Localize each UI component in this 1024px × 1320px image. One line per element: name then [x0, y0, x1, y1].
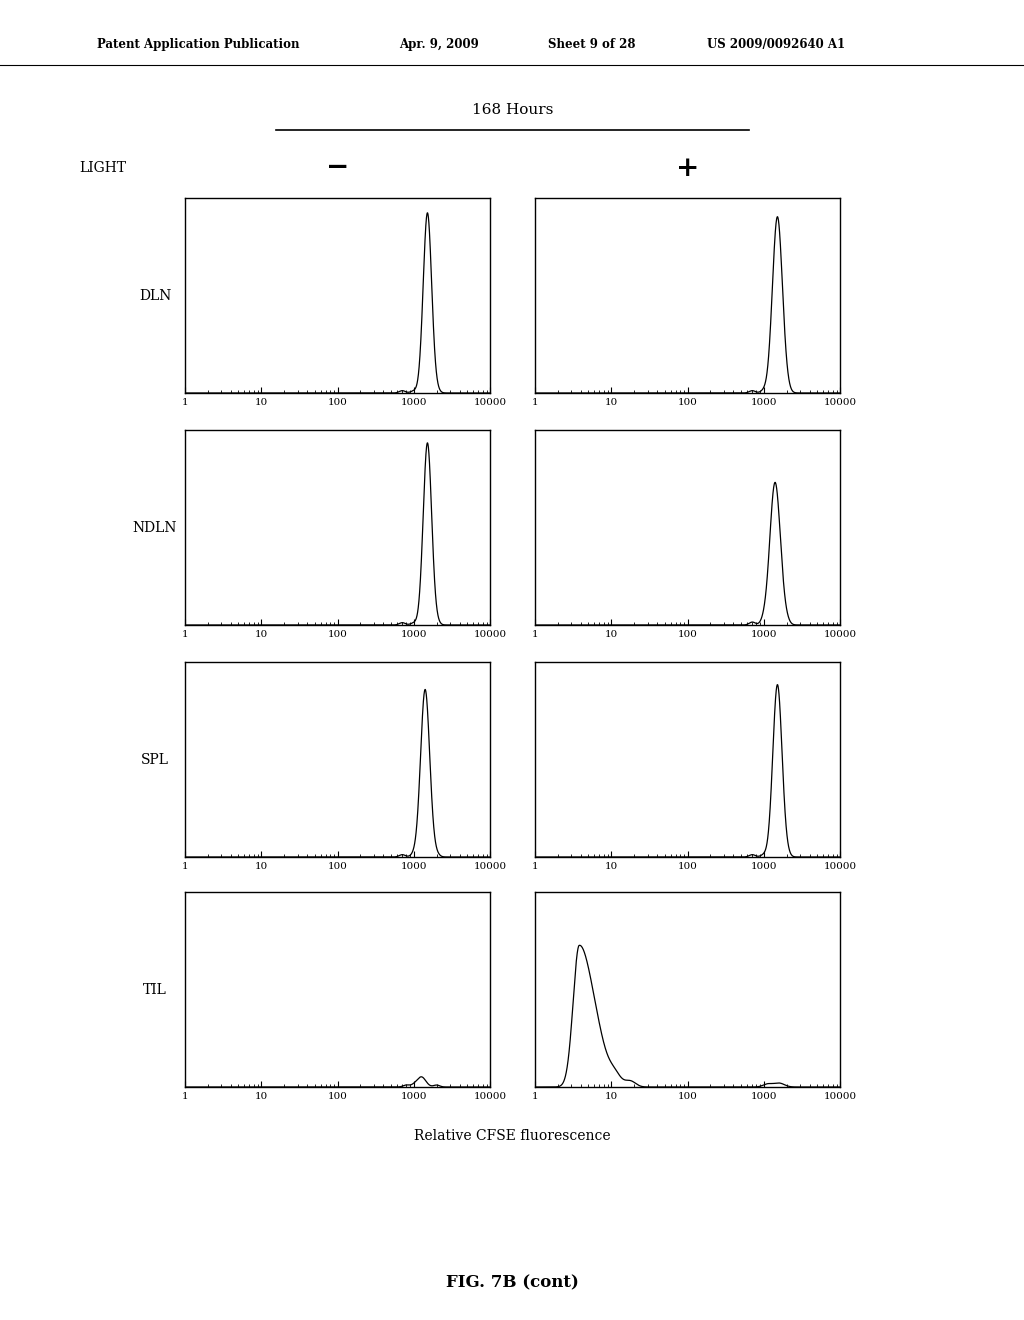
Text: −: −	[326, 154, 349, 181]
Text: 168 Hours: 168 Hours	[472, 103, 553, 116]
Text: +: +	[676, 154, 699, 181]
Text: NDLN: NDLN	[133, 520, 177, 535]
Text: Apr. 9, 2009: Apr. 9, 2009	[399, 38, 479, 51]
Text: FIG. 7B (cont): FIG. 7B (cont)	[445, 1275, 579, 1291]
Text: TIL: TIL	[143, 982, 167, 997]
Text: DLN: DLN	[139, 289, 171, 302]
Text: US 2009/0092640 A1: US 2009/0092640 A1	[707, 38, 845, 51]
Text: LIGHT: LIGHT	[79, 161, 126, 176]
Text: SPL: SPL	[141, 752, 169, 767]
Text: Sheet 9 of 28: Sheet 9 of 28	[548, 38, 635, 51]
Text: Relative CFSE fluorescence: Relative CFSE fluorescence	[414, 1129, 610, 1143]
Text: Patent Application Publication: Patent Application Publication	[97, 38, 300, 51]
